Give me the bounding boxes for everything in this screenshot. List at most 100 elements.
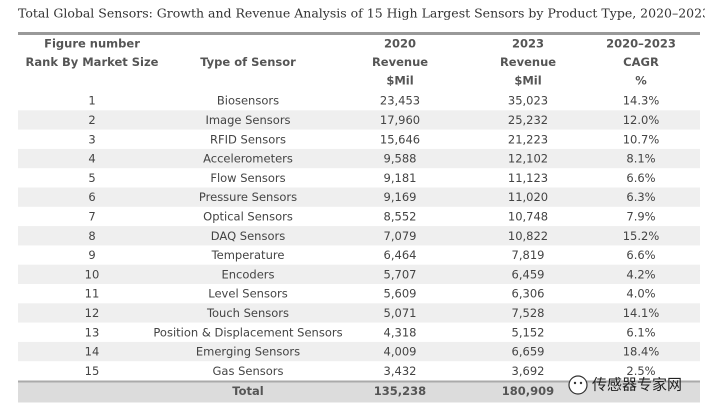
row-shade <box>18 226 700 246</box>
header-cell: 2023 <box>512 37 544 51</box>
header-cell: Type of Sensor <box>200 55 296 69</box>
cell: 6.1% <box>626 325 655 339</box>
cell: 8.1% <box>626 152 655 166</box>
row-shade <box>18 110 700 130</box>
total-cell: 135,238 <box>374 384 426 398</box>
cell: 8,552 <box>384 209 417 223</box>
cell: 11 <box>85 287 100 301</box>
cell: Accelerometers <box>203 152 293 166</box>
total-rule <box>18 380 700 383</box>
cell: 12,102 <box>508 152 548 166</box>
cell: 9,169 <box>384 190 417 204</box>
cell: 9 <box>88 248 95 262</box>
cell: 14 <box>85 345 100 359</box>
cell: 3 <box>88 132 95 146</box>
cell: 6,306 <box>512 287 545 301</box>
cell: 10,822 <box>508 229 548 243</box>
watermark-icon <box>568 375 588 395</box>
cell: RFID Sensors <box>210 132 286 146</box>
cell: 12.0% <box>623 113 660 127</box>
cell: 5,071 <box>384 306 417 320</box>
cell: 11,020 <box>508 190 548 204</box>
cell: Optical Sensors <box>203 209 293 223</box>
cell: 3,432 <box>384 364 417 378</box>
cell: 10,748 <box>508 209 548 223</box>
header-cell: Revenue <box>500 55 556 69</box>
header-cell: Rank By Market Size <box>26 55 159 69</box>
cell: 4,318 <box>384 325 417 339</box>
cell: 6.6% <box>626 248 655 262</box>
header-cell: Figure number <box>44 37 140 51</box>
cell: 5 <box>88 171 95 185</box>
cell: 6,459 <box>512 267 545 281</box>
cell: Emerging Sensors <box>196 345 300 359</box>
row-shade <box>18 187 700 207</box>
title: Total Global Sensors: Growth and Revenue… <box>18 6 705 21</box>
header-cell: CAGR <box>623 55 659 69</box>
row-shade <box>18 341 700 362</box>
cell: 11,123 <box>508 171 548 185</box>
cell: 25,232 <box>508 113 548 127</box>
cell: 7.9% <box>626 209 655 223</box>
table: Figure number Rank By Market Size Type of … <box>18 37 700 403</box>
total-cell: Total <box>232 384 263 398</box>
cell: 17,960 <box>380 113 420 127</box>
cell: Biosensors <box>217 94 279 108</box>
cell: 6.3% <box>626 190 655 204</box>
cell: 6.6% <box>626 171 655 185</box>
cell: 21,223 <box>508 132 548 146</box>
total-shade <box>18 380 700 403</box>
header-cell: 2020–2023 <box>606 37 676 51</box>
cell: 15 <box>85 364 100 378</box>
cell: 14.1% <box>623 306 660 320</box>
cell: 12 <box>85 306 100 320</box>
row-shade <box>18 264 700 284</box>
cell: 7,079 <box>384 229 417 243</box>
cell: Position & Displacement Sensors <box>153 325 342 339</box>
header-cell: $Mil <box>386 74 413 88</box>
cell: 2.5% <box>626 364 655 378</box>
cell: Temperature <box>211 248 285 262</box>
cell: 5,152 <box>512 325 545 339</box>
header-cell: $Mil <box>514 74 541 88</box>
cell: 13 <box>85 325 100 339</box>
row-shade <box>18 303 700 323</box>
cell: 7 <box>88 209 95 223</box>
cell: 15.2% <box>623 229 660 243</box>
cell: 9,588 <box>384 152 417 166</box>
top-rule <box>18 32 700 35</box>
cell: 35,023 <box>508 94 548 108</box>
cell: 1 <box>88 94 95 108</box>
cell: 6,659 <box>512 345 545 359</box>
cell: 4,009 <box>384 345 417 359</box>
header-cell: 2020 <box>384 37 416 51</box>
header-cell: Revenue <box>372 55 428 69</box>
cell: 4 <box>88 152 95 166</box>
cell: 8 <box>88 229 95 243</box>
cell: Level Sensors <box>208 287 287 301</box>
cell: 5,707 <box>384 267 417 281</box>
watermark: 传感器专家网 <box>592 376 682 394</box>
cell: 4.2% <box>626 267 655 281</box>
cell: Flow Sensors <box>210 171 285 185</box>
cell: 7,528 <box>512 306 545 320</box>
header-cell: % <box>635 74 647 88</box>
cell: 10 <box>85 267 100 281</box>
cell: 6 <box>88 190 95 204</box>
cell: Pressure Sensors <box>199 190 297 204</box>
cell: 5,609 <box>384 287 417 301</box>
cell: DAQ Sensors <box>211 229 285 243</box>
cell: Touch Sensors <box>206 306 289 320</box>
cell: 2 <box>88 113 95 127</box>
cell: 3,692 <box>512 364 545 378</box>
cell: Encoders <box>221 267 274 281</box>
cell: 6,464 <box>384 248 417 262</box>
cell: 23,453 <box>380 94 420 108</box>
cell: 18.4% <box>623 345 660 359</box>
total-cell: 180,909 <box>502 384 554 398</box>
cell: 15,646 <box>380 132 420 146</box>
cell: 4.0% <box>626 287 655 301</box>
cell: 9,181 <box>384 171 417 185</box>
cell: 7,819 <box>512 248 545 262</box>
